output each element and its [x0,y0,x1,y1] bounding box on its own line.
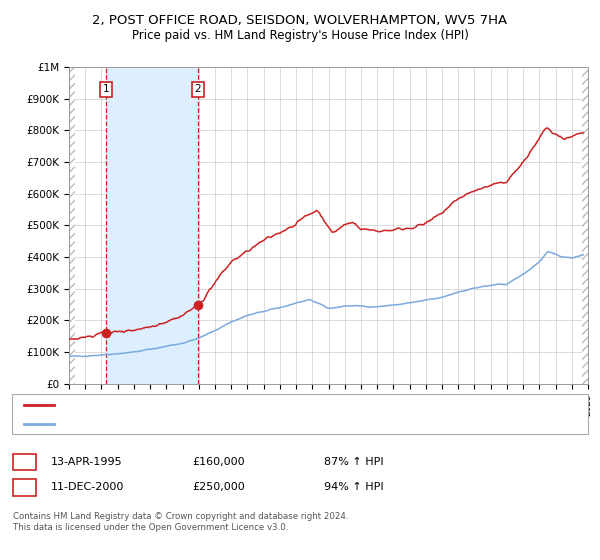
Text: Contains HM Land Registry data © Crown copyright and database right 2024.
This d: Contains HM Land Registry data © Crown c… [13,512,349,532]
Text: 1: 1 [103,85,109,94]
Bar [583,67,588,384]
Text: 2: 2 [194,85,201,94]
Text: HPI: Average price, detached house, South Staffordshire: HPI: Average price, detached house, Sout… [60,419,335,429]
Text: 2, POST OFFICE ROAD, SEISDON, WOLVERHAMPTON, WV5 7HA (detached house): 2, POST OFFICE ROAD, SEISDON, WOLVERHAMP… [60,400,456,410]
Text: 13-APR-1995: 13-APR-1995 [51,457,122,467]
Bar [106,67,198,384]
Text: 87% ↑ HPI: 87% ↑ HPI [324,457,383,467]
Text: £250,000: £250,000 [192,482,245,492]
Text: 2, POST OFFICE ROAD, SEISDON, WOLVERHAMPTON, WV5 7HA: 2, POST OFFICE ROAD, SEISDON, WOLVERHAMP… [92,14,508,27]
Text: 94% ↑ HPI: 94% ↑ HPI [324,482,383,492]
Text: Price paid vs. HM Land Registry's House Price Index (HPI): Price paid vs. HM Land Registry's House … [131,29,469,42]
Text: £160,000: £160,000 [192,457,245,467]
Text: 11-DEC-2000: 11-DEC-2000 [51,482,124,492]
Text: 1: 1 [21,457,28,467]
Text: 2: 2 [21,482,28,492]
Bar [69,67,74,384]
